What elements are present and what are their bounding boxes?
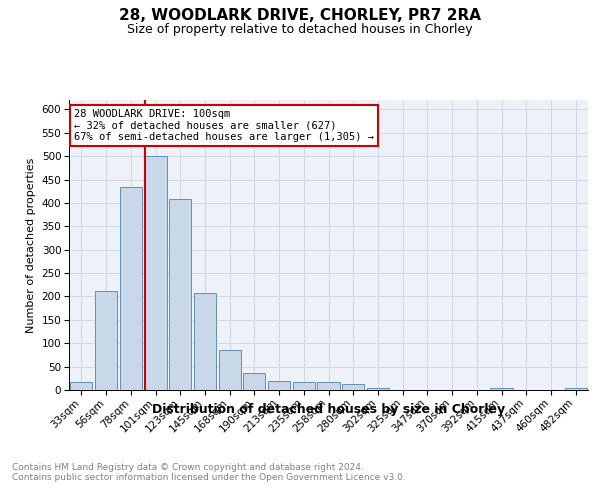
Bar [293,382,315,390]
Bar [268,380,290,390]
Bar [119,186,142,390]
Bar [317,382,340,390]
Bar [194,292,216,390]
Text: 28 WOODLARK DRIVE: 100sqm
← 32% of detached houses are smaller (627)
67% of semi: 28 WOODLARK DRIVE: 100sqm ← 32% of detac… [74,108,374,142]
Text: 28, WOODLARK DRIVE, CHORLEY, PR7 2RA: 28, WOODLARK DRIVE, CHORLEY, PR7 2RA [119,8,481,22]
Bar [243,372,265,390]
Bar [218,350,241,390]
Bar [342,384,364,390]
Bar [169,199,191,390]
Text: Contains HM Land Registry data © Crown copyright and database right 2024.
Contai: Contains HM Land Registry data © Crown c… [12,462,406,482]
Bar [70,382,92,390]
Bar [565,388,587,390]
Text: Size of property relative to detached houses in Chorley: Size of property relative to detached ho… [127,22,473,36]
Bar [95,291,117,390]
Text: Distribution of detached houses by size in Chorley: Distribution of detached houses by size … [152,402,505,415]
Y-axis label: Number of detached properties: Number of detached properties [26,158,36,332]
Bar [490,388,512,390]
Bar [367,388,389,390]
Bar [145,156,167,390]
